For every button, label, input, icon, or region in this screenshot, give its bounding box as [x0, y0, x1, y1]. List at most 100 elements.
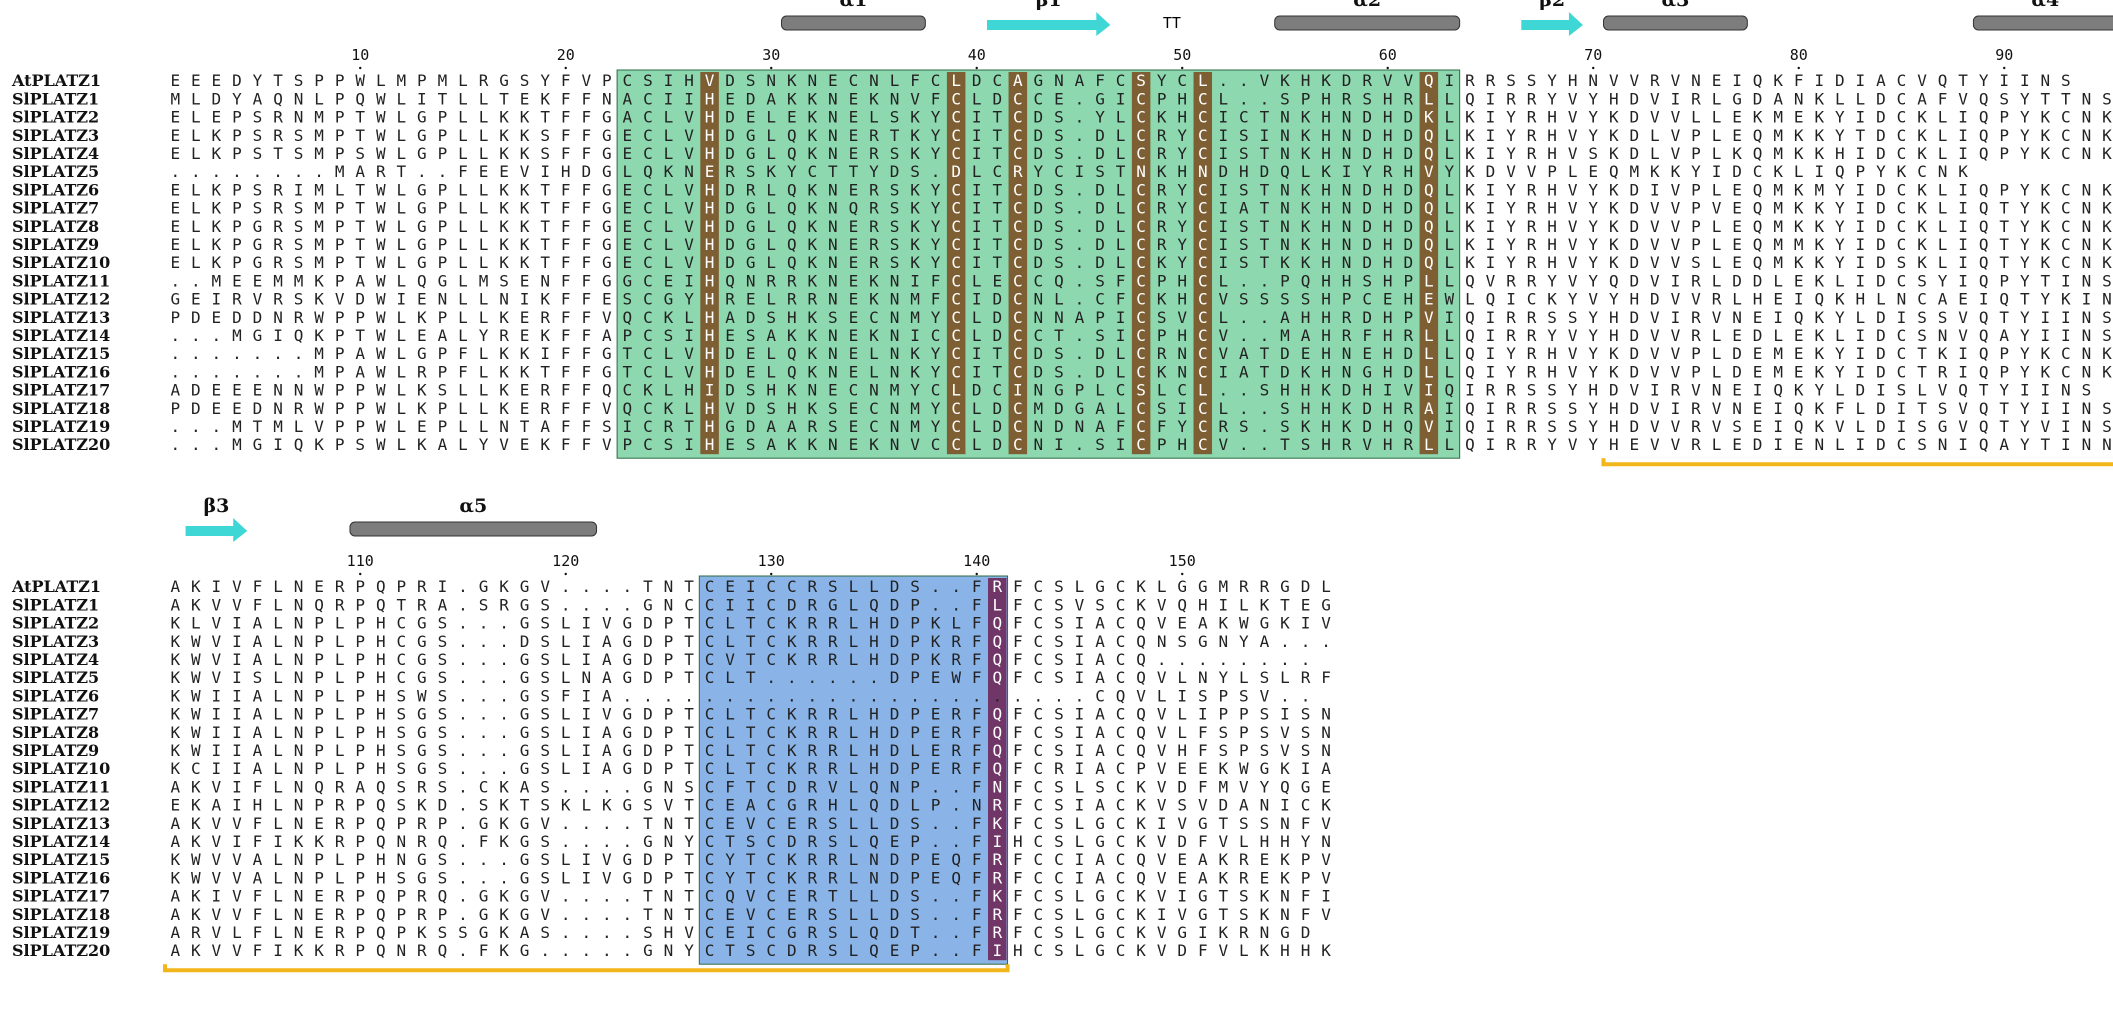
- sequence-name: SlPLATZ1: [12, 89, 99, 108]
- sequence-name: SlPLATZ4: [12, 650, 99, 669]
- sequence-name: SlPLATZ20: [12, 435, 110, 454]
- sequence-name: SlPLATZ16: [12, 868, 110, 887]
- sequence-name: SlPLATZ1: [12, 595, 99, 614]
- ruler-number: 70: [1584, 46, 1602, 64]
- sequence-name: SlPLATZ20: [12, 941, 110, 960]
- sequence-name: SlPLATZ2: [12, 108, 99, 127]
- ruler-number: 120: [552, 552, 579, 570]
- ruler-tick: [2003, 66, 2006, 70]
- sequence-name: SlPLATZ8: [12, 217, 99, 236]
- ruler-tick: [1592, 66, 1595, 70]
- ruler-number: 150: [1169, 552, 1196, 570]
- ruler-number: 40: [968, 46, 986, 64]
- domain-bracket: [163, 964, 1010, 973]
- sequence-name: SlPLATZ9: [12, 741, 99, 760]
- ruler-number: 80: [1790, 46, 1808, 64]
- sequence-name: SlPLATZ14: [12, 832, 110, 851]
- ruler-tick: [975, 572, 978, 576]
- ruler-tick: [1797, 66, 1800, 70]
- sequence-name: SlPLATZ7: [12, 705, 99, 724]
- sequence-name: SlPLATZ4: [12, 144, 99, 163]
- structure-label: β1: [1036, 0, 1062, 11]
- ruler-tick: [975, 66, 978, 70]
- sequence-name: SlPLATZ15: [12, 850, 110, 869]
- sequence-name: SlPLATZ19: [12, 923, 110, 942]
- ruler-number: 90: [1995, 46, 2013, 64]
- ruler-number: 20: [557, 46, 575, 64]
- structure-label: α2: [1353, 0, 1381, 11]
- conserved-cysteine-column: [1193, 72, 1213, 455]
- ruler-tick: [359, 572, 362, 576]
- sequence-name: SlPLATZ5: [12, 668, 99, 687]
- ruler-tick: [770, 572, 773, 576]
- sequence-name: SlPLATZ2: [12, 614, 99, 633]
- sequence-name: SlPLATZ13: [12, 308, 110, 327]
- structure-label: β2: [1539, 0, 1565, 11]
- sequence-name: SlPLATZ17: [12, 887, 110, 906]
- ruler-tick: [1386, 66, 1389, 70]
- structure-label: α5: [459, 495, 487, 517]
- sequence-name: SlPLATZ10: [12, 759, 110, 778]
- conserved-cysteine-column: [1419, 72, 1439, 455]
- conserved-domain-region: [616, 69, 1461, 459]
- ruler-number: 110: [347, 552, 374, 570]
- helix-marker: [349, 521, 598, 537]
- structure-label: α3: [1662, 0, 1690, 11]
- ruler-tick: [564, 572, 567, 576]
- strand-arrow: [987, 12, 1111, 36]
- sequence-name: SlPLATZ12: [12, 796, 110, 815]
- sequence-name: SlPLATZ9: [12, 235, 99, 254]
- sequence-name: SlPLATZ3: [12, 632, 99, 651]
- sequence-name: SlPLATZ18: [12, 905, 110, 924]
- conserved-domain-region: [698, 575, 1009, 965]
- sequence-name: SlPLATZ6: [12, 180, 99, 199]
- ruler-number: 60: [1379, 46, 1397, 64]
- ruler-number: 50: [1173, 46, 1191, 64]
- sequence-name: SlPLATZ12: [12, 290, 110, 309]
- sequence-name: SlPLATZ14: [12, 326, 110, 345]
- ruler-tick: [1181, 572, 1184, 576]
- sequence-name: SlPLATZ15: [12, 344, 110, 363]
- helix-marker: [1274, 15, 1461, 31]
- sequence-name: SlPLATZ11: [12, 271, 110, 290]
- ruler-tick: [359, 66, 362, 70]
- sequence-name: SlPLATZ8: [12, 723, 99, 742]
- sequence-name: AtPLATZ1: [11, 71, 101, 90]
- sequence-name: SlPLATZ11: [12, 777, 110, 796]
- sequence-name: SlPLATZ17: [12, 381, 110, 400]
- structure-label: α1: [840, 0, 868, 11]
- ruler-tick: [1181, 66, 1184, 70]
- sequence-name: SlPLATZ6: [12, 686, 99, 705]
